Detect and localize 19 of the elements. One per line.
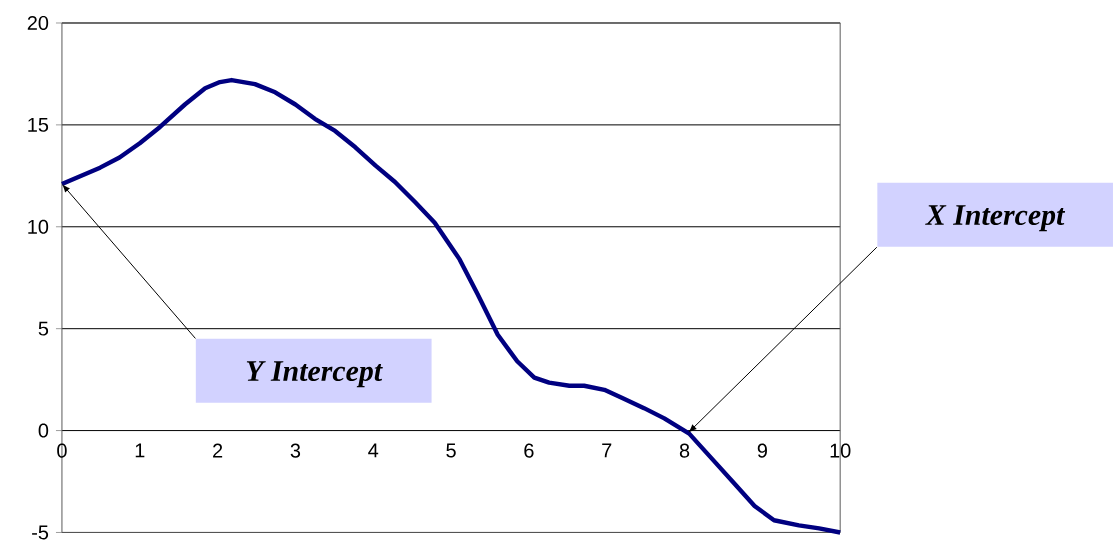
x-tick-label: 4 [368, 443, 379, 458]
annotation: Y Intercept [246, 361, 383, 388]
x-tick-label: 1 [135, 443, 145, 458]
x-tick-label: 5 [446, 443, 456, 458]
y-tick-label: -5 [32, 525, 49, 540]
y-tick-label: 15 [28, 117, 49, 132]
y-tick-label: 10 [28, 219, 49, 234]
x-tick-label: 10 [830, 443, 851, 458]
x-tick-label: 8 [679, 443, 690, 458]
text: X Intercept [925, 205, 1066, 232]
x-tick-label: 6 [524, 443, 534, 458]
x-tick-label: 9 [757, 443, 767, 458]
x-tick-label: 3 [290, 443, 301, 458]
y-tick-label: 5 [38, 321, 49, 336]
x-tick-label: 7 [602, 443, 612, 458]
y-tick-label: 0 [38, 423, 49, 438]
x-tick-label: 0 [57, 443, 67, 458]
x-tick-label: 2 [213, 443, 223, 458]
y-tick-label: 20 [27, 15, 49, 31]
